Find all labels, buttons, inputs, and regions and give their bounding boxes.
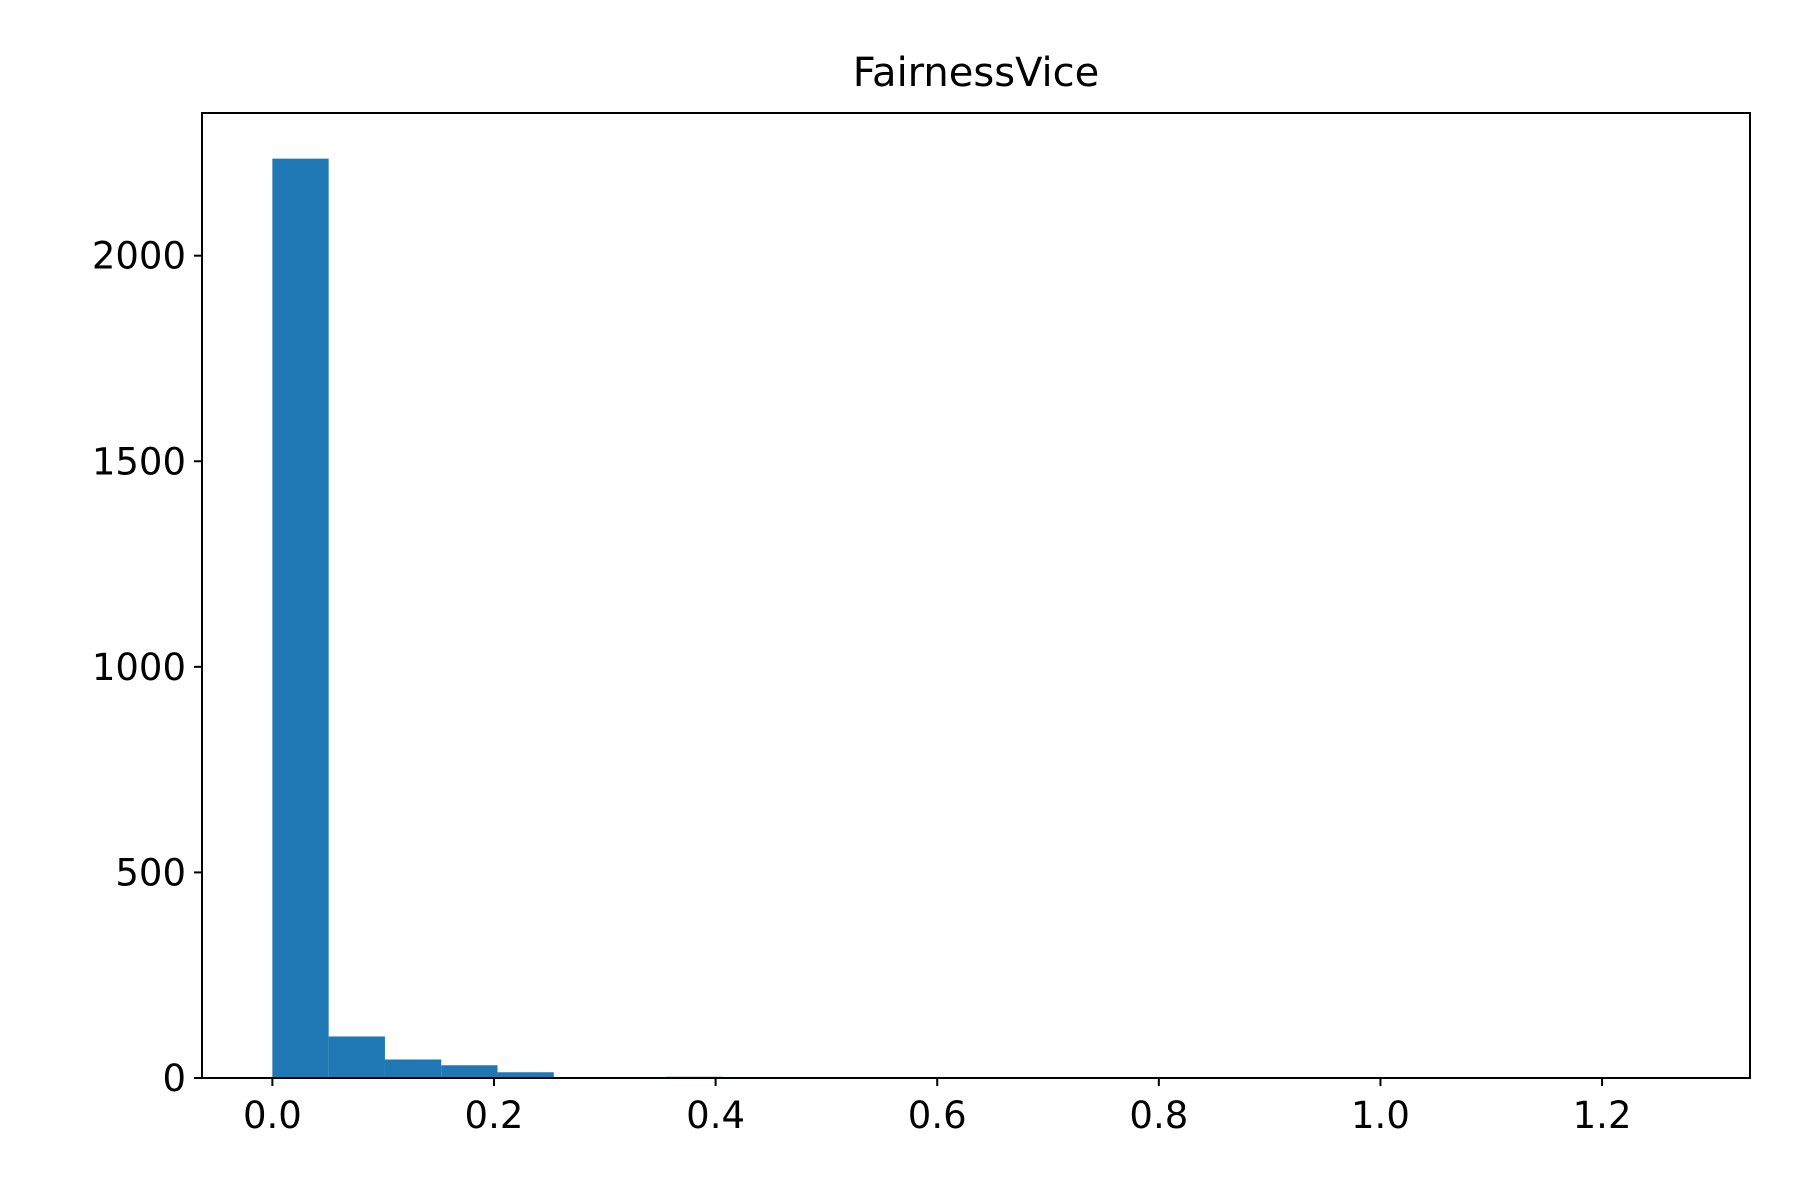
x-tick-label: 0.2	[465, 1094, 524, 1137]
x-tick-label: 0.0	[243, 1094, 302, 1137]
x-tick-label: 0.6	[908, 1094, 967, 1137]
y-tick-label: 1000	[92, 646, 186, 689]
y-tick-label: 500	[115, 851, 186, 894]
histogram-bar	[497, 1072, 554, 1078]
y-tick-label: 1500	[92, 440, 186, 483]
x-tick-label: 1.0	[1351, 1094, 1410, 1137]
chart-title: FairnessVice	[853, 50, 1100, 96]
histogram-bar	[328, 1036, 385, 1078]
bars-layer	[272, 158, 1680, 1079]
y-tick-label: 0	[162, 1057, 186, 1100]
x-tick-label: 0.4	[686, 1094, 745, 1137]
y-tick-label: 2000	[92, 235, 186, 278]
histogram-bar	[441, 1065, 498, 1078]
ticks-layer: 0.0 0.2 0.4 0.6 0.8 1.0 1.2 0 500 1000 1500 2000	[92, 235, 1632, 1137]
plot-frame	[201, 112, 1751, 1079]
x-tick-label: 1.2	[1573, 1094, 1632, 1137]
x-tick-label: 0.8	[1129, 1094, 1188, 1137]
histogram-bar	[384, 1059, 442, 1078]
histogram-bar	[272, 158, 329, 1079]
